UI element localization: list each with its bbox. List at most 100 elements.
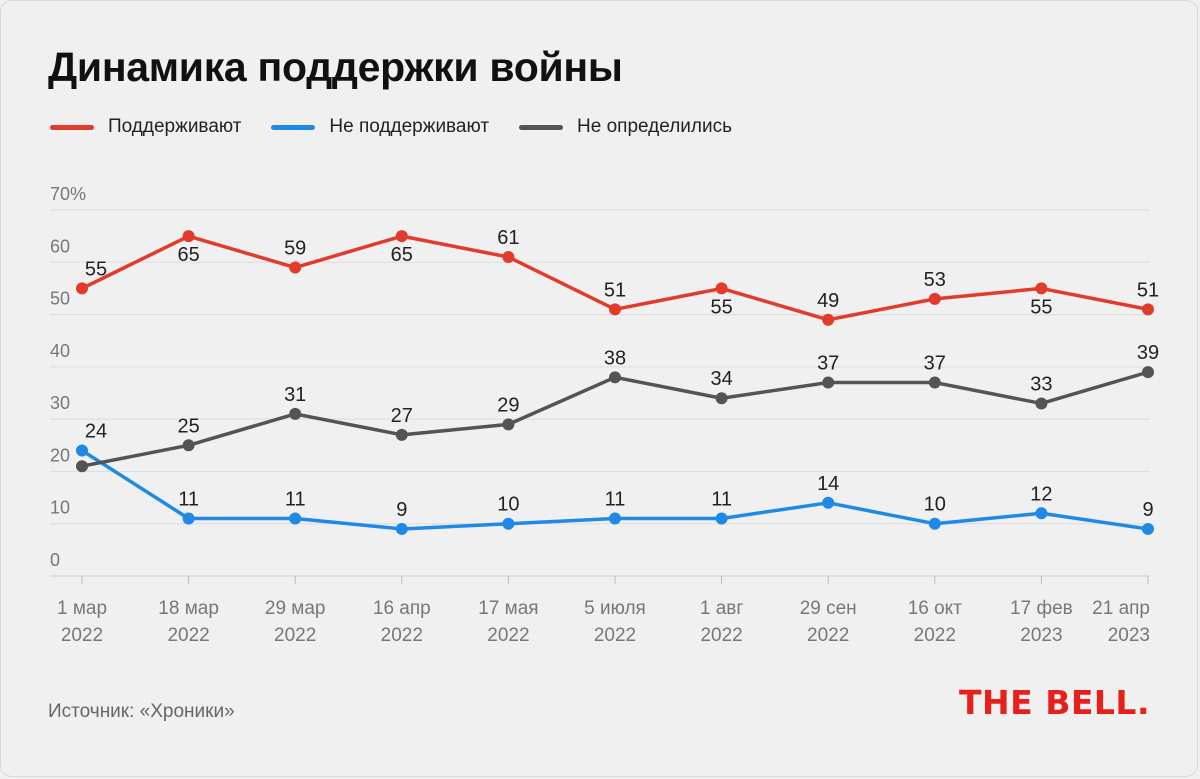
point-undecided [928, 376, 941, 389]
legend-item-undecided: Не определились [519, 116, 732, 138]
point-oppose [395, 522, 408, 535]
point-support [1035, 282, 1048, 295]
legend-label-support: Поддерживают [108, 116, 242, 137]
x-tick-label-year: 2022 [381, 625, 423, 646]
x-tick-label: 17 фев [1010, 598, 1073, 619]
point-undecided [609, 371, 621, 384]
x-tick-label-year: 2022 [700, 625, 742, 646]
data-label-support: 55 [85, 258, 107, 280]
point-oppose [502, 517, 515, 530]
x-tick-label-year: 2022 [914, 625, 956, 646]
x-tick-label: 21 апр [1092, 598, 1150, 619]
data-label-undecided: 34 [710, 368, 732, 390]
y-tick-label: 40 [50, 341, 70, 361]
point-undecided [1142, 366, 1154, 379]
legend-item-oppose: Не поддерживают [271, 116, 489, 138]
point-support [395, 230, 408, 243]
data-label-oppose: 24 [85, 421, 107, 443]
point-oppose [822, 496, 835, 509]
y-tick-label: 60 [50, 236, 70, 256]
point-oppose [182, 512, 195, 525]
y-tick-label: 50 [50, 289, 70, 309]
point-oppose [928, 517, 941, 530]
data-label-oppose: 11 [285, 488, 306, 510]
point-oppose [715, 512, 728, 525]
point-undecided [76, 460, 88, 473]
data-label-support: 65 [391, 244, 413, 266]
data-label-undecided: 29 [497, 394, 519, 416]
x-tick-label-year: 2022 [594, 625, 636, 646]
point-support [609, 303, 621, 316]
legend-swatch-oppose [271, 124, 316, 130]
x-tick-label-year: 2023 [1020, 625, 1062, 646]
x-tick-label-year: 2023 [1108, 625, 1150, 646]
x-tick-label: 17 мая [478, 598, 538, 619]
point-support [502, 251, 515, 264]
point-support [76, 282, 88, 295]
source-note: Источник: «Хроники» [48, 701, 235, 722]
data-label-oppose: 14 [817, 473, 839, 495]
point-support [1142, 303, 1154, 316]
data-label-oppose: 12 [1030, 483, 1052, 505]
data-label-undecided: 38 [604, 347, 626, 369]
point-support [822, 313, 835, 326]
data-label-undecided: 37 [817, 353, 839, 375]
chart-title: Динамика поддержки войны [48, 44, 623, 90]
data-label-oppose: 11 [605, 488, 626, 510]
point-undecided [395, 428, 408, 441]
point-oppose [1035, 507, 1048, 520]
data-label-undecided: 31 [284, 384, 306, 406]
legend-swatch-support [50, 124, 94, 130]
y-tick-label: 10 [50, 498, 70, 518]
x-tick-label: 29 мар [265, 598, 326, 619]
x-tick-label: 16 апр [373, 598, 431, 619]
x-tick-label: 1 мар [57, 598, 107, 619]
x-tick-label: 18 мар [158, 598, 219, 619]
data-label-oppose: 9 [396, 499, 407, 521]
x-tick-label-year: 2022 [61, 625, 103, 646]
data-label-undecided: 25 [177, 415, 199, 437]
data-label-oppose: 10 [497, 494, 519, 516]
point-oppose [1142, 522, 1154, 535]
x-tick-label-year: 2022 [167, 625, 209, 646]
x-tick-label: 5 июля [584, 598, 646, 619]
x-tick-label: 16 окт [908, 598, 963, 619]
x-tick-label-year: 2022 [807, 625, 849, 646]
data-label-support: 55 [710, 296, 732, 318]
y-tick-label: 30 [50, 393, 70, 413]
data-label-oppose: 9 [1142, 499, 1153, 521]
point-oppose [609, 512, 621, 525]
point-support [715, 282, 728, 295]
legend: Поддерживают Не поддерживают Не определи… [50, 116, 762, 138]
x-tick-label: 29 сен [800, 598, 857, 619]
point-undecided [1035, 397, 1048, 410]
legend-label-oppose: Не поддерживают [329, 116, 490, 137]
legend-label-undecided: Не определились [577, 116, 733, 137]
the-bell-logo: THE BELL. [959, 683, 1150, 722]
data-label-oppose: 11 [711, 488, 732, 510]
data-label-undecided: 37 [924, 353, 946, 375]
data-label-support: 55 [1030, 296, 1052, 318]
data-label-support: 51 [1137, 279, 1159, 301]
data-label-oppose: 10 [924, 494, 946, 516]
y-tick-label: 0 [50, 550, 60, 570]
point-support [289, 261, 302, 274]
data-label-support: 65 [177, 244, 199, 266]
point-undecided [182, 439, 195, 452]
data-label-oppose: 11 [178, 488, 199, 510]
x-tick-label: 1 авг [700, 598, 744, 619]
point-undecided [822, 376, 835, 389]
data-label-support: 49 [817, 290, 839, 312]
data-label-support: 59 [284, 238, 306, 260]
data-label-support: 61 [497, 227, 519, 249]
point-oppose [76, 444, 88, 457]
data-label-support: 53 [924, 269, 946, 291]
point-undecided [289, 407, 302, 420]
data-label-undecided: 27 [391, 405, 413, 427]
data-label-support: 51 [604, 279, 626, 301]
data-label-undecided: 33 [1030, 373, 1052, 395]
x-tick-label-year: 2022 [274, 625, 316, 646]
y-tick-label: 70% [50, 184, 86, 204]
